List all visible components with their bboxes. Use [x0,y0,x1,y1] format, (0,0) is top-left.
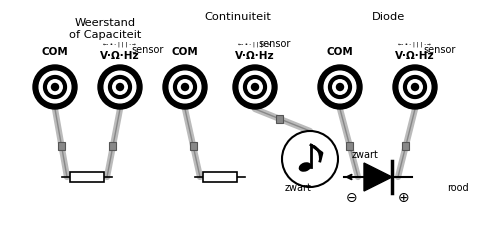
Circle shape [163,66,207,109]
Circle shape [39,72,71,103]
FancyBboxPatch shape [203,172,237,182]
Circle shape [117,84,123,91]
Text: V·Ω·Hz: V·Ω·Hz [235,51,275,61]
Text: ⊖: ⊖ [346,190,358,204]
Circle shape [336,84,344,91]
Circle shape [104,72,136,103]
Circle shape [181,84,189,91]
FancyBboxPatch shape [402,143,409,151]
Circle shape [33,66,77,109]
Text: sensor: sensor [132,45,164,55]
Text: rood: rood [447,182,469,192]
Text: ⊕: ⊕ [398,190,410,204]
Text: Continuiteit: Continuiteit [205,12,272,22]
Circle shape [318,66,362,109]
Circle shape [333,80,347,95]
Circle shape [393,66,437,109]
Circle shape [174,76,196,99]
Text: V·Ω·Hz: V·Ω·Hz [395,51,435,61]
Text: COM: COM [42,47,69,57]
Circle shape [98,66,142,109]
Text: zwart: zwart [352,149,379,159]
Text: ←·•·|||·→: ←·•·|||·→ [238,41,272,47]
Text: V·Ω·Hz: V·Ω·Hz [100,51,140,61]
Circle shape [113,80,127,95]
Circle shape [48,80,62,95]
Circle shape [251,84,259,91]
Circle shape [108,76,131,99]
Circle shape [282,131,338,187]
Text: ←·•·|||·→: ←·•·|||·→ [398,41,432,47]
Circle shape [324,72,356,103]
Circle shape [412,84,418,91]
Text: sensor: sensor [424,45,456,55]
Text: zwart: zwart [285,182,312,192]
Circle shape [403,76,426,99]
Circle shape [52,84,58,91]
Text: Weerstand
of Capaciteit: Weerstand of Capaciteit [69,18,141,40]
Circle shape [399,72,431,103]
FancyBboxPatch shape [58,143,65,151]
Circle shape [408,80,422,95]
Ellipse shape [299,163,312,172]
Circle shape [239,72,271,103]
Polygon shape [364,163,392,191]
FancyBboxPatch shape [347,143,353,151]
Text: ←·•·|||·→: ←·•·|||·→ [103,41,137,47]
Text: COM: COM [327,47,353,57]
Circle shape [329,76,351,99]
Text: COM: COM [172,47,198,57]
Circle shape [233,66,277,109]
Circle shape [44,76,67,99]
FancyBboxPatch shape [70,172,104,182]
Circle shape [169,72,201,103]
Circle shape [178,80,192,95]
Circle shape [248,80,262,95]
Text: sensor: sensor [259,39,291,49]
FancyBboxPatch shape [276,116,283,123]
Text: Diode: Diode [371,12,405,22]
FancyBboxPatch shape [109,143,116,151]
FancyBboxPatch shape [190,143,197,151]
Circle shape [243,76,266,99]
